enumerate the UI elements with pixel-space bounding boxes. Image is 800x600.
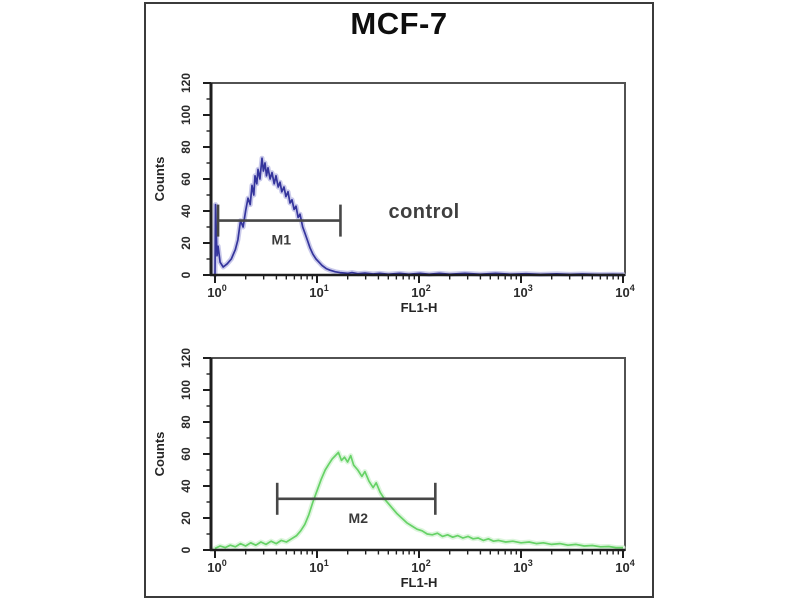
y-tick-label: 80 (179, 140, 193, 154)
y-tick-label: 0 (179, 271, 193, 278)
x-tick-label: 100 (207, 283, 226, 300)
x-axis-title: FL1-H (401, 300, 438, 315)
x-tick-label: 101 (309, 558, 328, 575)
y-tick-label: 0 (179, 546, 193, 553)
gate-label: M2 (349, 510, 369, 526)
y-tick-label: 100 (179, 105, 193, 125)
y-tick-label: 100 (179, 380, 193, 400)
figure-title: MCF-7 (350, 6, 448, 41)
stained-curve (214, 451, 623, 550)
y-tick-label: 80 (179, 415, 193, 429)
y-tick-label: 120 (179, 73, 193, 93)
x-axis-title: FL1-H (401, 575, 438, 590)
y-axis-title: Counts (152, 432, 167, 477)
x-tick-label: 104 (615, 558, 634, 575)
x-tick-label: 102 (411, 283, 430, 300)
x-tick-label: 103 (513, 283, 532, 300)
y-tick-label: 60 (179, 172, 193, 186)
y-tick-label: 20 (179, 511, 193, 525)
control-histogram-plot: 100 101 102 103 104 0 20 40 60 80 100 120 FL1-H Count… (152, 73, 635, 315)
y-tick-label: 40 (179, 204, 193, 218)
annotation-text: control (388, 201, 459, 223)
plot-frame (210, 357, 626, 551)
y-tick-label: 20 (179, 236, 193, 250)
y-axis-title: Counts (152, 157, 167, 202)
y-tick-label: 60 (179, 447, 193, 461)
x-tick-label: 101 (309, 283, 328, 300)
gate-M2: M2 (275, 482, 437, 526)
x-tick-label: 102 (411, 558, 430, 575)
gate-M1: M1 (216, 204, 342, 248)
stained-histogram-plot: 100 101 102 103 104 0 20 40 60 80 100 120 FL1-H Count… (152, 348, 635, 590)
control-curve (214, 157, 624, 276)
x-tick-label: 100 (207, 558, 226, 575)
x-tick-label: 103 (513, 558, 532, 575)
x-tick-label: 104 (615, 283, 634, 300)
gate-label: M1 (272, 232, 292, 248)
y-tick-label: 40 (179, 479, 193, 493)
y-tick-label: 120 (179, 348, 193, 368)
